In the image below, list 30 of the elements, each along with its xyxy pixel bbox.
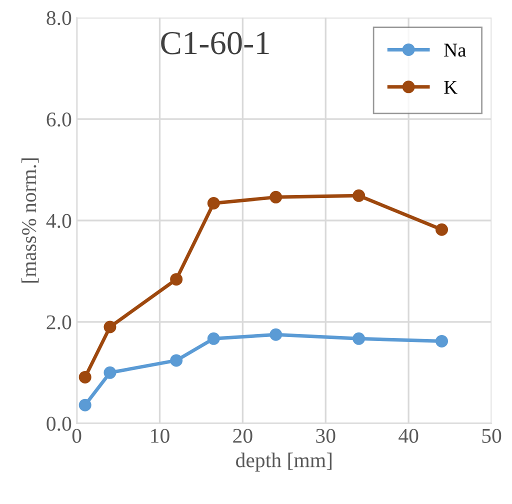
point	[436, 334, 448, 348]
x-tick-label: 30	[316, 428, 336, 443]
point	[78, 398, 92, 412]
point	[352, 332, 366, 345]
point	[104, 366, 116, 379]
point	[170, 273, 183, 286]
x-tick-label: 20	[233, 428, 252, 443]
point	[436, 223, 448, 236]
x-axis-title: depth [mm]	[236, 452, 332, 472]
x-tick-label: 40	[398, 428, 418, 443]
chart-title: C1-60-1	[161, 32, 269, 54]
y-tick-label: 6.0	[46, 112, 72, 127]
x-tick-label: 10	[151, 428, 170, 443]
point	[270, 190, 282, 204]
x-tick-label: 50	[482, 428, 502, 443]
y-axis-title: [mass% norm.]	[21, 158, 39, 283]
legend-label: Na	[444, 44, 466, 57]
y-tick-label: 4.0	[46, 214, 72, 228]
legend-label: K	[444, 80, 458, 94]
point	[207, 197, 220, 210]
point	[78, 370, 92, 384]
y-tick-label: 8.0	[46, 11, 72, 26]
point	[270, 328, 282, 341]
point	[352, 189, 366, 202]
point	[207, 332, 220, 345]
point	[170, 354, 183, 367]
point	[104, 320, 116, 334]
y-tick-label: 0.0	[46, 416, 72, 431]
y-tick-label: 2.0	[46, 315, 72, 330]
x-tick-label: 0	[72, 428, 82, 443]
